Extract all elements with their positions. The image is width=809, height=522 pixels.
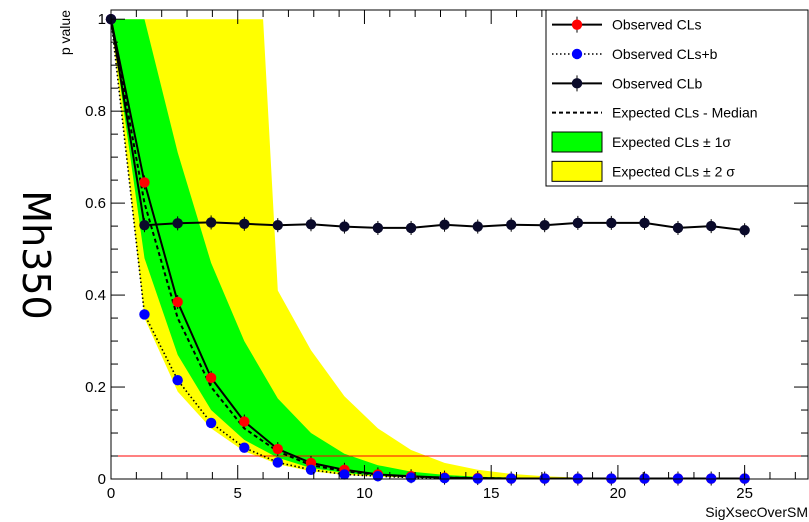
data-point-observed-clb (472, 221, 483, 232)
data-point-observed-clb (239, 218, 250, 230)
data-point-observed-cls-b (205, 417, 217, 429)
data-point-observed-clb (272, 219, 283, 231)
y-tick-label: 0.4 (85, 287, 106, 304)
x-tick-label: 25 (736, 485, 753, 502)
legend-label-expected-cls-1: Expected CLs ± 1σ (612, 134, 731, 150)
data-point-observed-clb (205, 217, 217, 228)
data-point-observed-clb (606, 217, 617, 229)
data-point-observed-clb (372, 222, 384, 234)
x-tick-label: 5 (234, 485, 242, 502)
legend-swatch-expected-cls-1 (551, 131, 603, 153)
legend-label-observed-cls: Observed CLs (612, 17, 701, 33)
legend-label-observed-cls-b: Observed CLs+b (612, 46, 718, 62)
data-point-observed-clb (539, 219, 550, 231)
legend-label-observed-clb: Observed CLb (612, 75, 702, 91)
legend-marker-observed-cls-b (571, 48, 583, 60)
x-tick-label: 0 (107, 485, 115, 502)
data-point-observed-cls (172, 296, 183, 308)
x-tick-label: 20 (610, 485, 627, 502)
data-point-observed-cls-b (305, 464, 317, 476)
data-point-observed-clb (739, 225, 750, 236)
x-tick-label: 15 (483, 485, 500, 502)
y-axis-title: p value (57, 10, 73, 55)
markers-layer (105, 12, 750, 486)
data-point-observed-cls-b (172, 374, 183, 386)
data-point-observed-cls-b (139, 309, 150, 320)
data-point-observed-clb (305, 219, 317, 230)
legend-box (545, 9, 809, 187)
legend: Observed CLs Observed CLs+b Observed CLb Ex… (545, 9, 809, 187)
data-point-observed-cls-b (372, 471, 384, 482)
data-point-observed-cls-b (272, 457, 283, 468)
data-point-observed-clb (506, 219, 517, 230)
legend-label-expected-cls-median: Expected CLs - Median (612, 105, 758, 121)
data-point-observed-clb (572, 217, 584, 229)
data-point-observed-cls (205, 372, 217, 384)
legend-marker-observed-clb (571, 78, 583, 89)
data-point-observed-cls-b (339, 469, 350, 480)
data-point-observed-clb (705, 220, 717, 232)
y-tick-label: 1 (98, 11, 106, 28)
y-tick-label: 0.8 (85, 103, 106, 120)
data-point-observed-clb (172, 218, 183, 229)
data-point-observed-cls (139, 177, 150, 188)
legend-marker-observed-cls (571, 19, 583, 30)
data-point-observed-cls-b (239, 442, 250, 453)
legend-swatch-expected-cls-2 (551, 160, 603, 182)
plot-frame (110, 9, 809, 480)
series-line-observed-clb (110, 19, 745, 232)
data-point-observed-cls (272, 443, 283, 455)
y-tick-label: 0 (98, 471, 106, 488)
side-label: Mh350 (14, 190, 58, 319)
x-axis-title: SigXsecOverSM (705, 504, 808, 520)
data-point-observed-cls (239, 416, 250, 427)
data-point-observed-clb (405, 222, 417, 234)
data-point-observed-cls-b (405, 472, 417, 483)
data-point-observed-cls-b (439, 472, 450, 484)
data-point-observed-clb (672, 222, 684, 234)
band-expected-cls-2 (111, 19, 745, 479)
data-point-observed-clb (139, 219, 150, 231)
legend-label-expected-cls-2: Expected CLs ± 2 σ (612, 163, 735, 179)
data-point-observed-clb (439, 219, 450, 230)
y-tick-label: 0.2 (85, 379, 106, 396)
data-point-observed-clb (639, 217, 650, 229)
data-point-observed-clb (339, 221, 350, 232)
x-tick-label: 10 (356, 485, 373, 502)
bands-layer (111, 19, 745, 479)
y-tick-label: 0.6 (85, 195, 106, 212)
